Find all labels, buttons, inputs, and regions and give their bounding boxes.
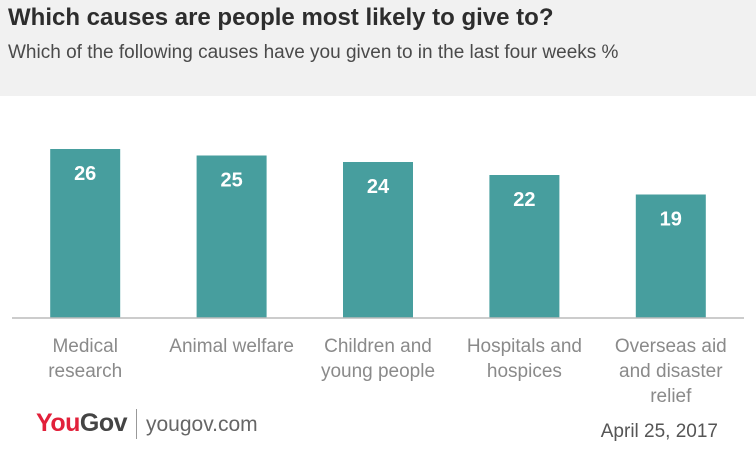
category-label: relief <box>650 386 692 407</box>
logo-divider <box>136 409 137 439</box>
category-label: and disaster <box>619 361 723 382</box>
bar <box>489 175 560 318</box>
bar <box>50 149 121 318</box>
bar-value-label: 19 <box>660 209 682 231</box>
bar <box>635 194 706 318</box>
bar <box>343 162 413 318</box>
bar-value-label: 25 <box>220 170 242 192</box>
bar <box>196 155 267 318</box>
category-label: hospices <box>487 361 562 382</box>
category-label: Children and <box>324 336 432 357</box>
bar-value-label: 24 <box>367 176 390 198</box>
site-link[interactable]: yougov.com <box>146 413 258 436</box>
chart-title: Which causes are people most likely to g… <box>8 4 554 31</box>
category-label: Hospitals and <box>467 336 582 357</box>
category-label: young people <box>321 361 435 382</box>
category-label: Overseas aid <box>615 336 727 357</box>
bar-value-label: 22 <box>513 189 535 211</box>
bar-value-label: 26 <box>74 163 96 185</box>
logo-gov-text: Gov <box>79 409 128 437</box>
category-label: Animal welfare <box>169 336 294 357</box>
chart-subtitle: Which of the following causes have you g… <box>8 42 619 63</box>
category-label: research <box>48 361 122 382</box>
yougov-logo[interactable]: YouGov <box>36 409 128 438</box>
category-label: Medical <box>52 336 117 357</box>
publish-date: April 25, 2017 <box>600 421 718 442</box>
logo-you-text: You <box>36 409 80 437</box>
bar-chart: 26 Medical research 25 Animal welfare 24 Child… <box>12 149 744 407</box>
header-band: Which causes are people most likely to g… <box>0 0 756 96</box>
